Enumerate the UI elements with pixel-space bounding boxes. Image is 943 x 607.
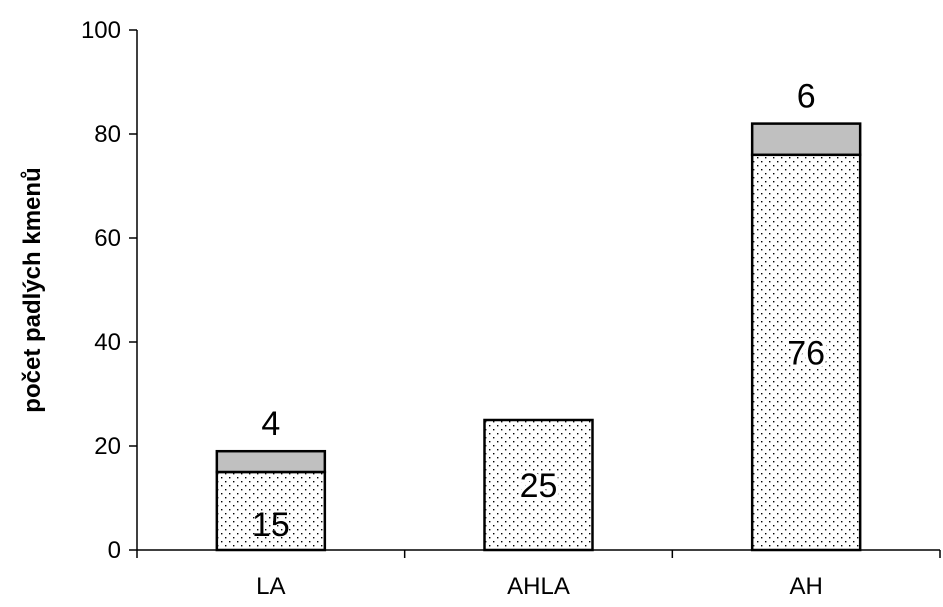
y-tick-label-60: 60 bbox=[94, 225, 121, 252]
axes-layer: LA AHLA AH 0 20 40 60 80 100 bbox=[81, 17, 941, 600]
data-label-ah-s2: 6 bbox=[797, 78, 816, 116]
bar-segment-ah-s2 bbox=[750, 122, 862, 157]
data-label-ah-s1: 76 bbox=[787, 334, 825, 372]
y-tick-label-40: 40 bbox=[94, 329, 121, 356]
y-axis-title: počet padlých kmenů bbox=[19, 167, 46, 412]
bar-segment-ahla-s1 bbox=[483, 418, 594, 552]
y-tick-label-80: 80 bbox=[94, 121, 121, 148]
data-label-ahla-s1: 25 bbox=[520, 467, 558, 505]
x-tick-label-la: LA bbox=[256, 573, 285, 600]
bar-segment-la-s2 bbox=[215, 449, 327, 474]
y-tick-label-100: 100 bbox=[81, 17, 121, 44]
data-label-la-s2: 4 bbox=[261, 405, 280, 443]
x-tick-label-ah: AH bbox=[789, 573, 822, 600]
y-tick-label-20: 20 bbox=[94, 433, 121, 460]
data-label-la-s1: 15 bbox=[252, 506, 290, 544]
bar-segment-la-s1 bbox=[215, 470, 327, 552]
x-tick-label-ahla: AHLA bbox=[507, 573, 570, 600]
y-tick-label-0: 0 bbox=[108, 537, 121, 564]
bars-layer: 15 4 25 76 6 bbox=[215, 78, 862, 552]
